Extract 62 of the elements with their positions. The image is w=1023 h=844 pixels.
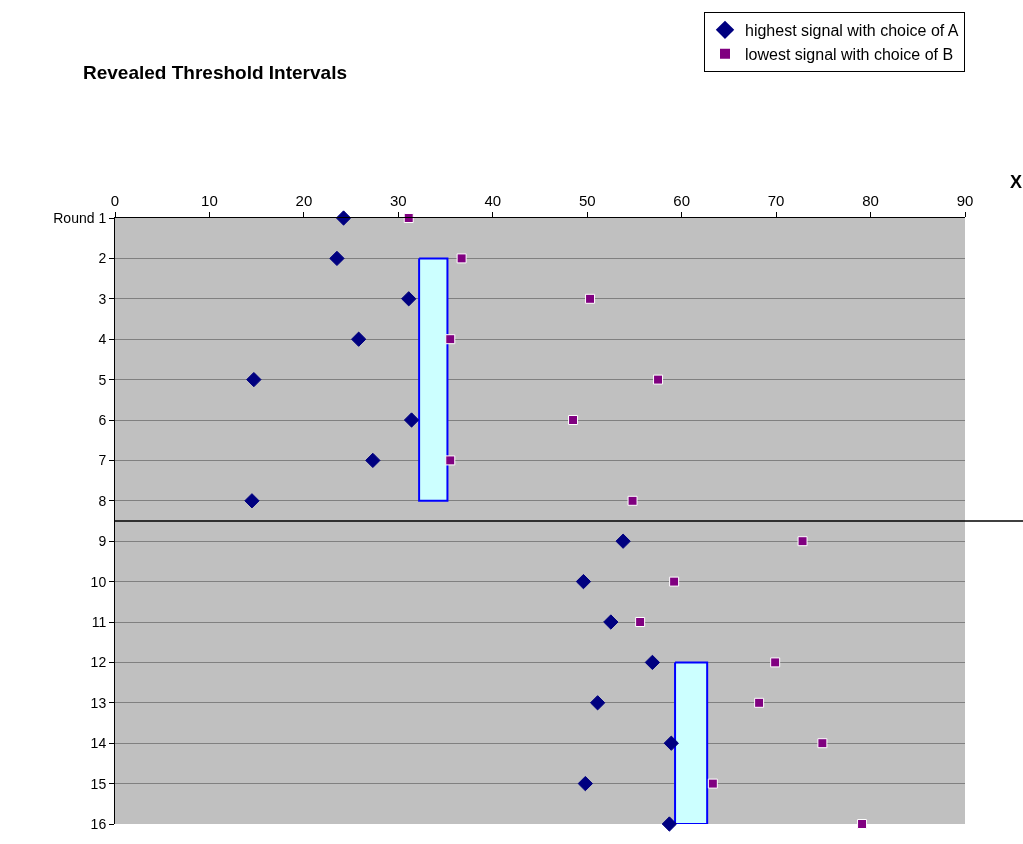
point — [445, 334, 456, 345]
point — [635, 617, 646, 627]
y-tick-label: 5 — [98, 371, 107, 388]
point — [351, 331, 367, 347]
y-tick-label: Round 1 — [53, 209, 107, 226]
point — [669, 576, 680, 587]
point — [244, 493, 260, 509]
point — [754, 697, 765, 708]
point — [857, 819, 868, 829]
x-tick-label: 90 — [956, 192, 974, 209]
point — [661, 816, 678, 832]
point — [797, 536, 808, 547]
point — [615, 533, 631, 549]
point — [246, 371, 262, 388]
x-tick-label: 30 — [389, 192, 407, 209]
point — [653, 374, 664, 385]
point — [817, 738, 828, 749]
x-tick-label: 80 — [862, 192, 879, 209]
point — [577, 775, 593, 792]
x-tick-label: 10 — [201, 192, 218, 209]
point — [663, 735, 679, 751]
point — [329, 250, 345, 267]
y-tick-label: 3 — [98, 290, 107, 307]
point — [575, 573, 592, 590]
y-tick-label: 6 — [98, 411, 107, 428]
point — [365, 452, 381, 469]
x-tick-label: 20 — [295, 192, 313, 209]
point — [627, 495, 638, 506]
y-tick-label: 9 — [98, 533, 107, 550]
y-tick-label: 4 — [98, 331, 107, 348]
point — [401, 291, 417, 307]
y-tick-label: 13 — [90, 694, 107, 711]
y-tick-label: 16 — [90, 815, 107, 832]
point — [644, 654, 661, 671]
point — [603, 614, 619, 630]
point — [335, 210, 352, 226]
x-tick-label: 0 — [110, 192, 120, 209]
x-tick-label: 40 — [484, 192, 502, 209]
point — [445, 455, 456, 466]
point — [403, 412, 420, 428]
chart-title: Revealed Threshold Intervals — [83, 62, 347, 83]
legend-label: highest signal with choice of A — [745, 22, 959, 40]
x-tick-label: 70 — [767, 192, 785, 209]
y-tick-label: 2 — [98, 250, 107, 267]
y-tick-label: 8 — [98, 492, 107, 509]
x-axis-title: X — [1010, 172, 1023, 192]
legend-label: lowest signal with choice of B — [745, 45, 954, 63]
x-tick-label: 60 — [673, 192, 691, 209]
y-tick-label: 14 — [90, 735, 107, 752]
x-tick-label: 50 — [578, 192, 596, 209]
point — [770, 657, 781, 668]
point — [707, 778, 718, 789]
y-tick-label: 11 — [91, 613, 107, 630]
point — [403, 213, 414, 223]
y-tick-label: 12 — [90, 654, 107, 671]
y-tick-label: 15 — [90, 775, 107, 792]
point — [589, 695, 606, 711]
point — [456, 253, 467, 264]
point — [568, 415, 579, 425]
point — [585, 293, 596, 304]
y-tick-label: 10 — [90, 573, 107, 590]
y-tick-label: 7 — [98, 452, 107, 469]
